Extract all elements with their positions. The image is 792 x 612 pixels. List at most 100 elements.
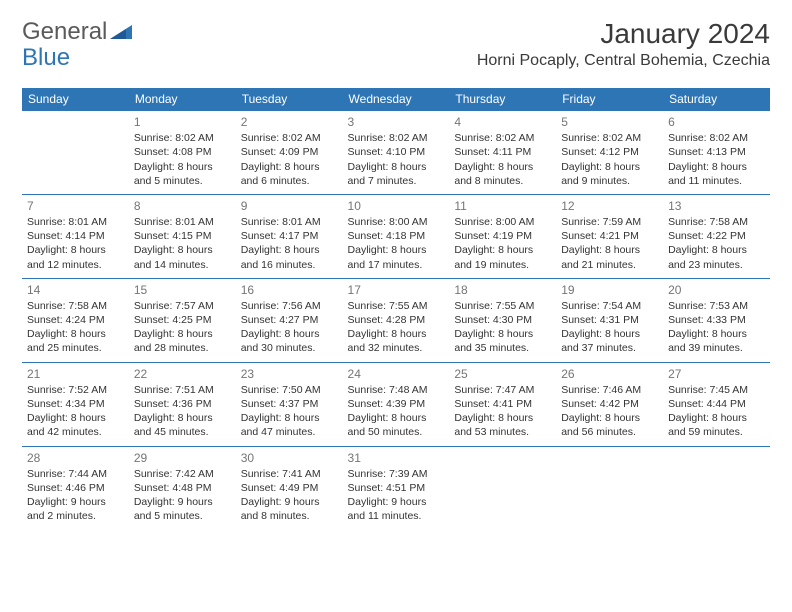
cell-line: and 17 minutes. <box>348 258 445 272</box>
cell-line: Sunset: 4:48 PM <box>134 481 231 495</box>
cell-line: Sunrise: 7:55 AM <box>454 299 551 313</box>
logo-word-general: General <box>22 18 107 46</box>
calendar-cell: 21Sunrise: 7:52 AMSunset: 4:34 PMDayligh… <box>22 362 129 446</box>
cell-line: and 16 minutes. <box>241 258 338 272</box>
cell-line: and 39 minutes. <box>668 341 765 355</box>
cell-line: Daylight: 8 hours <box>561 327 658 341</box>
title-block: January 2024 Horni Pocaply, Central Bohe… <box>477 18 770 70</box>
cell-line: Sunset: 4:21 PM <box>561 229 658 243</box>
calendar-cell: 14Sunrise: 7:58 AMSunset: 4:24 PMDayligh… <box>22 278 129 362</box>
cell-line: Sunset: 4:11 PM <box>454 145 551 159</box>
cell-line: and 6 minutes. <box>241 174 338 188</box>
cell-line: Sunset: 4:19 PM <box>454 229 551 243</box>
cell-line: Daylight: 9 hours <box>134 495 231 509</box>
cell-line: Sunrise: 7:58 AM <box>668 215 765 229</box>
calendar-cell: 1Sunrise: 8:02 AMSunset: 4:08 PMDaylight… <box>129 111 236 195</box>
calendar-cell: 26Sunrise: 7:46 AMSunset: 4:42 PMDayligh… <box>556 362 663 446</box>
day-number: 2 <box>241 114 338 130</box>
cell-line: and 11 minutes. <box>668 174 765 188</box>
day-header: Tuesday <box>236 88 343 111</box>
cell-line: Sunset: 4:33 PM <box>668 313 765 327</box>
cell-line: Daylight: 9 hours <box>241 495 338 509</box>
calendar-cell: 27Sunrise: 7:45 AMSunset: 4:44 PMDayligh… <box>663 362 770 446</box>
cell-line: and 59 minutes. <box>668 425 765 439</box>
day-header: Monday <box>129 88 236 111</box>
calendar-cell <box>556 446 663 529</box>
cell-line: Sunrise: 7:57 AM <box>134 299 231 313</box>
calendar-cell: 17Sunrise: 7:55 AMSunset: 4:28 PMDayligh… <box>343 278 450 362</box>
cell-line: Daylight: 8 hours <box>241 327 338 341</box>
cell-line: Sunrise: 8:02 AM <box>561 131 658 145</box>
cell-line: Sunrise: 8:02 AM <box>348 131 445 145</box>
day-number: 31 <box>348 450 445 466</box>
calendar-cell: 11Sunrise: 8:00 AMSunset: 4:19 PMDayligh… <box>449 194 556 278</box>
calendar-cell <box>22 111 129 195</box>
cell-line: Daylight: 8 hours <box>27 411 124 425</box>
calendar-cell: 24Sunrise: 7:48 AMSunset: 4:39 PMDayligh… <box>343 362 450 446</box>
day-number: 6 <box>668 114 765 130</box>
day-number: 1 <box>134 114 231 130</box>
calendar-cell <box>449 446 556 529</box>
day-header: Sunday <box>22 88 129 111</box>
calendar-cell: 30Sunrise: 7:41 AMSunset: 4:49 PMDayligh… <box>236 446 343 529</box>
cell-line: and 56 minutes. <box>561 425 658 439</box>
day-number: 29 <box>134 450 231 466</box>
cell-line: Sunrise: 8:02 AM <box>134 131 231 145</box>
calendar-cell <box>663 446 770 529</box>
cell-line: Daylight: 8 hours <box>454 327 551 341</box>
day-number: 25 <box>454 366 551 382</box>
cell-line: and 8 minutes. <box>454 174 551 188</box>
cell-line: Daylight: 8 hours <box>134 327 231 341</box>
cell-line: Daylight: 8 hours <box>668 411 765 425</box>
calendar-cell: 29Sunrise: 7:42 AMSunset: 4:48 PMDayligh… <box>129 446 236 529</box>
cell-line: and 35 minutes. <box>454 341 551 355</box>
day-number: 24 <box>348 366 445 382</box>
cell-line: Sunset: 4:31 PM <box>561 313 658 327</box>
cell-line: and 21 minutes. <box>561 258 658 272</box>
day-number: 19 <box>561 282 658 298</box>
calendar-table: SundayMondayTuesdayWednesdayThursdayFrid… <box>22 88 770 529</box>
cell-line: Daylight: 8 hours <box>668 160 765 174</box>
cell-line: and 12 minutes. <box>27 258 124 272</box>
calendar-cell: 2Sunrise: 8:02 AMSunset: 4:09 PMDaylight… <box>236 111 343 195</box>
day-number: 28 <box>27 450 124 466</box>
cell-line: Sunset: 4:42 PM <box>561 397 658 411</box>
calendar-head: SundayMondayTuesdayWednesdayThursdayFrid… <box>22 88 770 111</box>
cell-line: Sunset: 4:37 PM <box>241 397 338 411</box>
cell-line: and 42 minutes. <box>27 425 124 439</box>
cell-line: Sunset: 4:51 PM <box>348 481 445 495</box>
cell-line: Sunrise: 8:01 AM <box>134 215 231 229</box>
cell-line: Sunrise: 7:47 AM <box>454 383 551 397</box>
cell-line: and 9 minutes. <box>561 174 658 188</box>
day-number: 27 <box>668 366 765 382</box>
cell-line: Daylight: 8 hours <box>348 243 445 257</box>
calendar-cell: 19Sunrise: 7:54 AMSunset: 4:31 PMDayligh… <box>556 278 663 362</box>
cell-line: Daylight: 8 hours <box>348 411 445 425</box>
calendar-body: 1Sunrise: 8:02 AMSunset: 4:08 PMDaylight… <box>22 111 770 530</box>
cell-line: Sunrise: 8:00 AM <box>454 215 551 229</box>
cell-line: Sunset: 4:18 PM <box>348 229 445 243</box>
cell-line: Daylight: 9 hours <box>348 495 445 509</box>
cell-line: Sunrise: 7:52 AM <box>27 383 124 397</box>
cell-line: Daylight: 8 hours <box>134 160 231 174</box>
cell-line: and 23 minutes. <box>668 258 765 272</box>
cell-line: Sunset: 4:09 PM <box>241 145 338 159</box>
cell-line: Sunrise: 8:02 AM <box>668 131 765 145</box>
cell-line: and 25 minutes. <box>27 341 124 355</box>
calendar-cell: 3Sunrise: 8:02 AMSunset: 4:10 PMDaylight… <box>343 111 450 195</box>
day-number: 17 <box>348 282 445 298</box>
cell-line: Daylight: 8 hours <box>348 160 445 174</box>
day-number: 20 <box>668 282 765 298</box>
calendar-week-row: 21Sunrise: 7:52 AMSunset: 4:34 PMDayligh… <box>22 362 770 446</box>
cell-line: Daylight: 8 hours <box>27 327 124 341</box>
cell-line: and 37 minutes. <box>561 341 658 355</box>
calendar-cell: 6Sunrise: 8:02 AMSunset: 4:13 PMDaylight… <box>663 111 770 195</box>
cell-line: Sunset: 4:41 PM <box>454 397 551 411</box>
day-number: 18 <box>454 282 551 298</box>
day-number: 5 <box>561 114 658 130</box>
cell-line: Sunrise: 7:54 AM <box>561 299 658 313</box>
cell-line: Daylight: 8 hours <box>668 243 765 257</box>
day-number: 30 <box>241 450 338 466</box>
cell-line: Sunrise: 7:46 AM <box>561 383 658 397</box>
cell-line: Sunrise: 7:50 AM <box>241 383 338 397</box>
